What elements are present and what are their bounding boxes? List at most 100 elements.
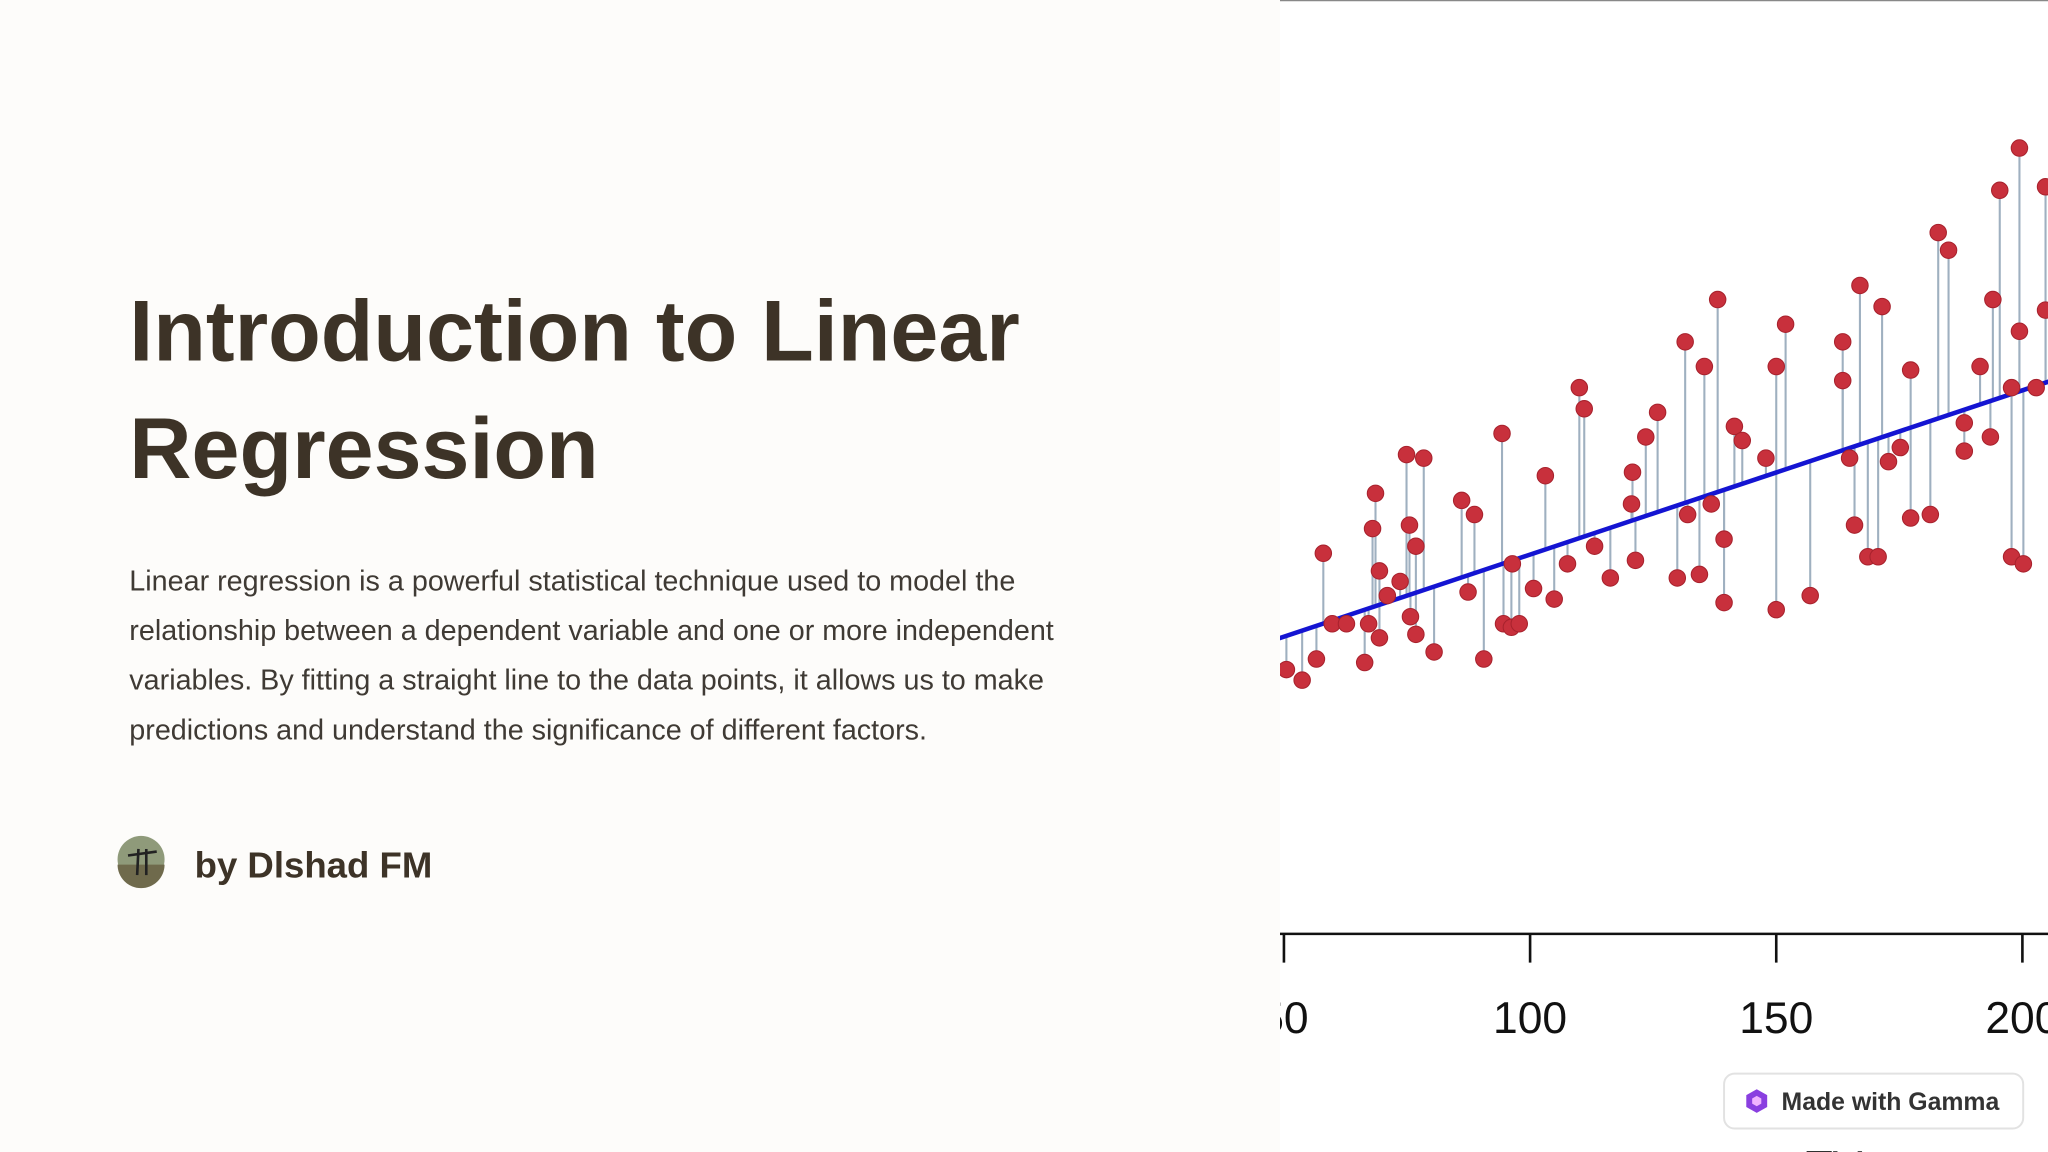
badge-label[interactable]: Made with Gamma — [1782, 1089, 2000, 1116]
text-column: Introduction to Linear Regression Linear… — [117, 283, 1054, 889]
data-point — [1363, 519, 1382, 538]
data-point — [1845, 516, 1864, 534]
data-point — [1901, 509, 1920, 527]
data-point — [1668, 569, 1687, 587]
regression-figure: 50 100 150 200 TV — [1259, 139, 2048, 1152]
data-point — [1536, 466, 1555, 485]
data-point — [1702, 495, 1721, 513]
data-point — [1370, 629, 1389, 647]
data-point — [1715, 530, 1733, 548]
data-point — [1575, 400, 1593, 418]
data-point — [1359, 615, 1378, 633]
data-point — [1873, 297, 1891, 316]
data-point — [1921, 505, 1940, 524]
data-point — [1407, 625, 1425, 644]
data-point — [1601, 569, 1620, 587]
data-point — [1626, 551, 1645, 570]
data-point — [1955, 414, 1974, 432]
data-point — [1637, 428, 1655, 446]
data-point — [1475, 650, 1493, 668]
data-point — [1929, 223, 1947, 242]
data-point — [1833, 333, 1852, 351]
data-point — [1840, 449, 1859, 467]
data-point — [1407, 537, 1425, 555]
title: Introduction to Linear — [129, 283, 1020, 379]
data-point — [1401, 607, 1420, 626]
data-point — [1623, 463, 1642, 481]
x-tick-label: 200 — [1985, 994, 2048, 1043]
title: Regression — [129, 401, 598, 497]
data-point — [1869, 548, 1887, 566]
data-point — [1981, 428, 2000, 446]
data-point — [1510, 615, 1529, 633]
data-point — [1585, 537, 1604, 555]
data-point — [1971, 357, 1989, 376]
data-point — [1293, 671, 1311, 689]
data-point — [1690, 565, 1709, 584]
data-point — [1503, 555, 1522, 573]
data-point — [1733, 431, 1752, 450]
data-point — [2010, 322, 2029, 341]
data-point — [1558, 555, 1577, 573]
data-point — [1715, 593, 1733, 612]
data-point — [1984, 290, 2002, 309]
data-point — [2036, 178, 2048, 196]
figure-background — [1280, 0, 2048, 1152]
x-tick-label: 150 — [1739, 994, 1813, 1043]
data-point — [1725, 417, 1744, 436]
data-point — [1391, 572, 1409, 591]
author: by Dlshad FM — [195, 845, 433, 886]
data-point — [1570, 378, 1589, 397]
data-point — [1378, 586, 1397, 605]
data-point — [1776, 315, 1795, 333]
data-point — [1337, 615, 1356, 633]
data-point — [1833, 371, 1852, 390]
data-point — [1891, 438, 1910, 457]
data-point — [2010, 139, 2029, 157]
body-text: variables. By fitting a straight line to… — [129, 665, 1044, 697]
data-point — [1280, 660, 1296, 679]
data-point — [1400, 516, 1419, 534]
data-point — [1370, 562, 1389, 580]
data-point — [1676, 333, 1694, 351]
data-point — [1415, 449, 1433, 467]
data-point — [1991, 181, 2009, 200]
data-point — [1901, 361, 1920, 379]
data-point — [1459, 583, 1477, 601]
data-point — [1678, 505, 1697, 524]
data-point — [1465, 505, 1484, 524]
data-point — [1879, 452, 1898, 471]
data-point — [1801, 586, 1819, 605]
data-point — [1955, 442, 1974, 460]
data-point — [1307, 650, 1326, 668]
data-point — [1767, 600, 1785, 619]
x-tick-label: 100 — [1493, 994, 1567, 1043]
data-point — [1314, 544, 1333, 563]
author-avatar — [117, 835, 165, 889]
data-point — [1355, 653, 1374, 672]
data-point — [1452, 491, 1471, 510]
data-point — [1366, 484, 1385, 503]
data-point — [1767, 357, 1785, 376]
data-point — [1397, 445, 1416, 464]
data-point — [2036, 301, 2048, 319]
data-point — [2014, 555, 2033, 573]
data-point — [2002, 378, 2021, 397]
body-text: relationship between a dependent variabl… — [129, 615, 1053, 647]
x-tick-label: 50 — [1259, 994, 1308, 1043]
data-point — [1545, 590, 1563, 608]
data-point — [1708, 290, 1727, 309]
data-point — [1648, 403, 1667, 422]
body-text: predictions and understand the significa… — [129, 714, 927, 746]
body-text: Linear regression is a powerful statisti… — [129, 565, 1015, 597]
data-point — [1851, 276, 1869, 295]
gamma-badge[interactable]: Made with Gamma — [1723, 1072, 2025, 1130]
data-point — [1524, 579, 1543, 598]
data-point — [1622, 495, 1641, 513]
data-point — [1757, 449, 1775, 467]
data-point — [1425, 643, 1443, 661]
x-axis-label: TV — [1806, 1143, 1863, 1152]
data-point — [1939, 241, 1958, 259]
